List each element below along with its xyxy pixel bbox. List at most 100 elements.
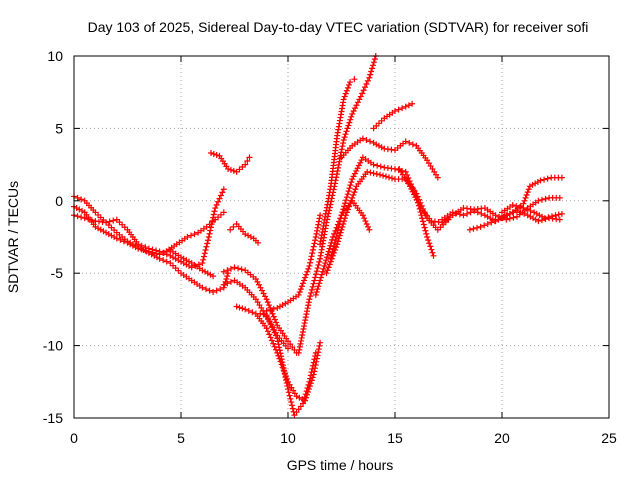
data-point-fill (348, 197, 355, 204)
data-point-fill (302, 274, 309, 281)
data-point-fill (326, 245, 333, 252)
y-tick-labels: 10 5 0 -5 -10 -15 (43, 48, 63, 426)
data-point-fill (268, 323, 275, 330)
data-point (242, 306, 249, 313)
data-point-fill (320, 265, 327, 272)
data-point-fill (370, 59, 377, 66)
data-point-fill (204, 240, 211, 247)
data-point-fill (340, 140, 347, 147)
data-point-fill (319, 268, 326, 275)
y-tick-label: 5 (55, 120, 63, 136)
data-point-fill (278, 353, 285, 360)
data-point (257, 310, 264, 317)
data-point-fill (348, 113, 355, 120)
data-point-fill (342, 90, 349, 97)
x-tick-label: 25 (601, 430, 617, 446)
data-point-fill (312, 237, 319, 244)
data-point-fill (545, 214, 552, 221)
data-point-fill (264, 299, 271, 306)
data-point-fill (314, 224, 321, 231)
data-point-fill (333, 230, 340, 237)
data-point-fill (120, 238, 127, 245)
data-point-fill (313, 268, 320, 275)
data-point-fill (270, 313, 277, 320)
data-point-fill (339, 143, 346, 150)
data-point-fill (326, 261, 333, 268)
data-point-fill (310, 280, 317, 287)
data-point-fill (249, 309, 256, 316)
data-point-fill (332, 237, 339, 244)
data-point-fill (427, 243, 434, 250)
data-point-fill (308, 369, 315, 376)
data-point-fill (287, 395, 294, 402)
data-point-fill (213, 151, 220, 158)
series-track-4 (160, 209, 227, 256)
data-point-fill (343, 194, 350, 201)
data-point-fill (351, 170, 358, 177)
data-point (366, 226, 373, 233)
data-point (135, 245, 142, 252)
data-point-fill (300, 397, 307, 404)
data-point (327, 255, 334, 262)
data-point-fill (317, 277, 324, 284)
data-point (299, 400, 306, 407)
data-point-fill (340, 220, 347, 227)
data-point-fill (78, 196, 85, 203)
data-point (556, 194, 563, 201)
data-point-fill (517, 209, 524, 216)
data-point-fill (522, 194, 529, 201)
data-point-fill (359, 90, 366, 97)
data-point-fill (309, 250, 316, 257)
data-point-fill (238, 266, 245, 273)
data-point-fill (353, 167, 360, 174)
data-point-fill (389, 175, 396, 182)
data-point (207, 150, 214, 157)
data-point-fill (299, 280, 306, 287)
data-point-fill (371, 56, 378, 63)
data-point-fill (303, 388, 310, 395)
data-point-fill (513, 203, 520, 210)
data-point (466, 226, 473, 233)
data-point-fill (74, 213, 81, 220)
data-point-fill (523, 206, 530, 213)
data-point-fill (301, 277, 308, 284)
data-point-fill (307, 375, 314, 382)
data-point (535, 218, 542, 225)
data-point-fill (247, 234, 254, 240)
data-point (227, 226, 234, 233)
data-point (242, 161, 249, 168)
data-point (306, 378, 313, 385)
data-point-fill (538, 196, 545, 203)
data-point-fill (289, 405, 296, 412)
data-point (263, 296, 270, 303)
data-point (340, 136, 347, 143)
data-point-fill (205, 237, 212, 244)
y-tick-label: -5 (51, 265, 64, 281)
data-point-fill (304, 268, 311, 275)
data-point-fill (269, 310, 276, 317)
data-point-fill (266, 331, 273, 338)
data-point-fill (317, 274, 324, 281)
data-point-fill (346, 185, 353, 192)
data-point (199, 284, 206, 291)
data-point-fill (311, 240, 318, 247)
data-point-fill (340, 206, 347, 213)
data-point-fill (314, 286, 321, 293)
data-point-fill (367, 169, 374, 176)
data-point-fill (474, 224, 481, 231)
data-point-fill (265, 302, 272, 309)
y-tick-label: -15 (43, 410, 63, 426)
data-point-fill (264, 328, 271, 335)
data-point-fill (521, 210, 528, 217)
data-point (359, 212, 366, 219)
data-point-fill (346, 119, 353, 126)
series-track-3 (71, 203, 217, 280)
chart-title: Day 103 of 2025, Sidereal Day-to-day VTE… (88, 19, 589, 35)
data-point-fill (267, 334, 274, 341)
data-point-fill (329, 249, 336, 256)
data-point-fill (338, 146, 345, 153)
data-point-fill (268, 337, 275, 344)
data-point-fill (510, 214, 517, 221)
data-point-fill (217, 192, 224, 199)
data-point-fill (336, 158, 343, 165)
